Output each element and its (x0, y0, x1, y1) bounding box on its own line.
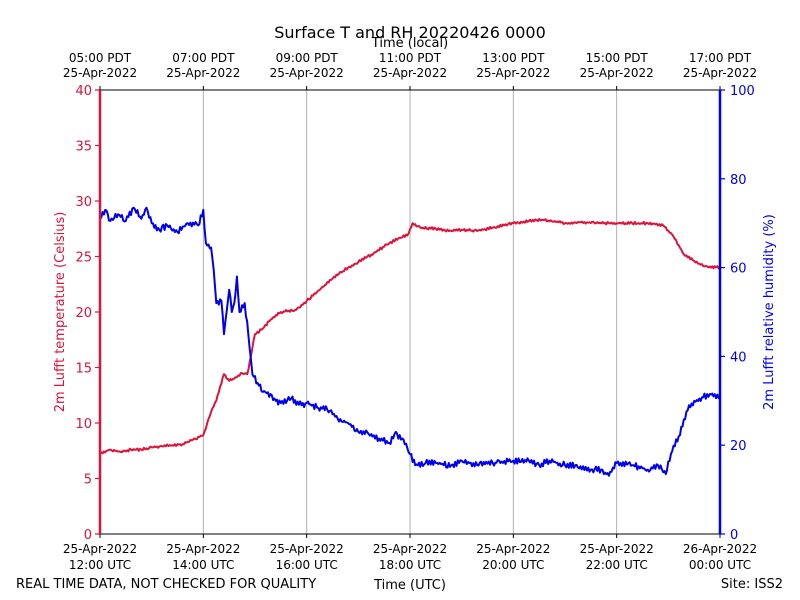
top-tick-time: 09:00 PDT (276, 51, 339, 65)
left-axis-label: 2m Lufft temperature (Celsius) (53, 212, 68, 413)
left-tick-label: 15 (75, 362, 92, 377)
quality-disclaimer: REAL TIME DATA, NOT CHECKED FOR QUALITY (16, 577, 316, 592)
bottom-tick-time: 22:00 UTC (586, 558, 648, 572)
bottom-tick-time: 12:00 UTC (69, 558, 131, 572)
left-tick-label: 20 (75, 306, 92, 321)
right-tick-label: 40 (730, 350, 747, 365)
bottom-tick-time: 18:00 UTC (379, 558, 441, 572)
right-tick-label: 80 (730, 173, 747, 188)
right-tick-label: 100 (730, 84, 755, 99)
top-tick-time: 05:00 PDT (69, 51, 132, 65)
bottom-tick-time: 20:00 UTC (482, 558, 544, 572)
top-tick-date: 25-Apr-2022 (580, 66, 654, 80)
bottom-tick-date: 25-Apr-2022 (63, 542, 137, 556)
bottom-tick-time: 16:00 UTC (276, 558, 338, 572)
left-tick-label: 30 (75, 195, 92, 210)
right-tick-label: 20 (730, 439, 747, 454)
right-tick-label: 60 (730, 262, 747, 277)
bottom-tick-date: 25-Apr-2022 (270, 542, 344, 556)
temperature-line (99, 217, 721, 455)
right-axis-ticks: 0 20 40 60 80 100 (720, 84, 755, 543)
left-tick-label: 5 (84, 473, 92, 488)
top-tick-date: 25-Apr-2022 (683, 66, 757, 80)
right-tick-label: 0 (730, 528, 738, 543)
top-tick-date: 25-Apr-2022 (373, 66, 447, 80)
left-tick-label: 25 (75, 251, 92, 266)
left-axis-ticks: 0 5 10 15 20 25 30 35 40 (75, 84, 100, 543)
top-tick-time: 13:00 PDT (482, 51, 545, 65)
top-tick-time: 07:00 PDT (172, 51, 235, 65)
right-axis-label: 2m Lufft relative humidity (%) (762, 214, 777, 410)
bottom-tick-date: 25-Apr-2022 (166, 542, 240, 556)
x-axis-label: Time (UTC) (373, 578, 446, 593)
left-tick-label: 10 (75, 417, 92, 432)
top-tick-time: 15:00 PDT (586, 51, 649, 65)
site-label: Site: ISS2 (721, 577, 783, 592)
bottom-tick-date: 25-Apr-2022 (373, 542, 447, 556)
bottom-tick-time: 14:00 UTC (172, 558, 234, 572)
left-tick-label: 0 (84, 528, 92, 543)
left-tick-label: 35 (75, 140, 92, 155)
left-tick-label: 40 (75, 84, 92, 99)
bottom-axis-ticks: 25-Apr-2022 12:00 UTC 25-Apr-2022 14:00 UTC… (63, 534, 757, 572)
chart-title: Surface T and RH 20220426 0000 (274, 23, 546, 42)
humidity-line (99, 206, 721, 477)
bottom-tick-date: 25-Apr-2022 (476, 542, 550, 556)
top-tick-time: 17:00 PDT (689, 51, 752, 65)
series-layer (99, 206, 721, 477)
bottom-tick-time: 00:00 UTC (689, 558, 751, 572)
bottom-tick-date: 25-Apr-2022 (580, 542, 654, 556)
bottom-tick-date: 26-Apr-2022 (683, 542, 757, 556)
top-tick-date: 25-Apr-2022 (166, 66, 240, 80)
top-tick-date: 25-Apr-2022 (63, 66, 137, 80)
top-tick-date: 25-Apr-2022 (270, 66, 344, 80)
top-tick-date: 25-Apr-2022 (476, 66, 550, 80)
top-axis-label: Time (local) (371, 36, 448, 51)
top-tick-time: 11:00 PDT (379, 51, 442, 65)
